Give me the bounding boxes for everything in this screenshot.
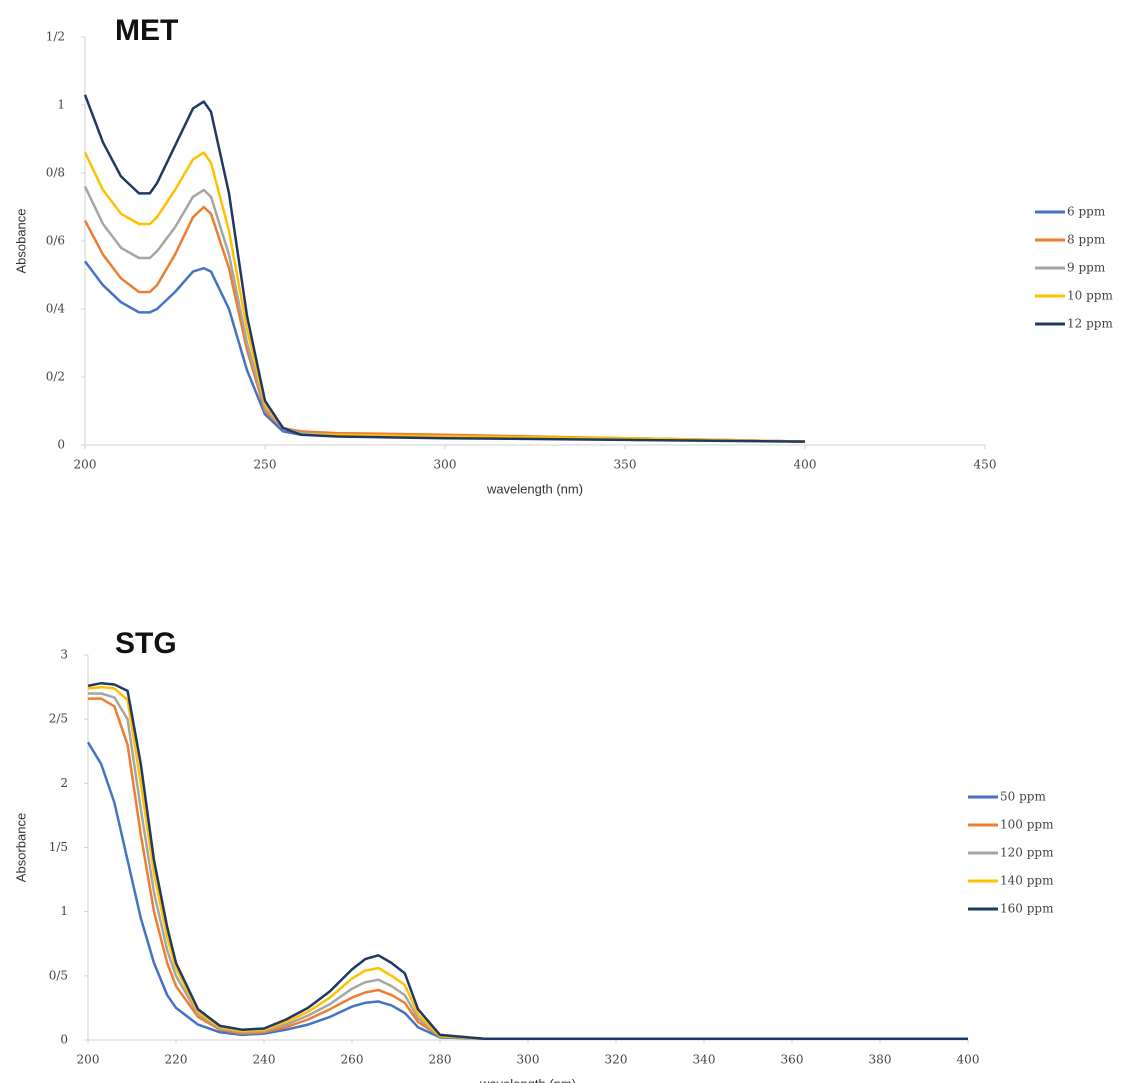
y-tick-label: 0/5 bbox=[49, 968, 68, 982]
legend-label: 100 ppm bbox=[1000, 818, 1054, 832]
y-tick-label: 2 bbox=[60, 776, 68, 790]
x-tick-label: 200 bbox=[74, 458, 97, 472]
legend-label: 140 ppm bbox=[1000, 874, 1054, 888]
y-tick-label: 1/5 bbox=[49, 840, 68, 854]
series-line bbox=[86, 741, 968, 1040]
y-tick-label: 1 bbox=[57, 98, 65, 112]
y-tick-label: 0/6 bbox=[46, 234, 65, 248]
y-tick-label: 3 bbox=[60, 648, 68, 662]
chart-title: MET bbox=[115, 14, 178, 47]
x-tick-label: 400 bbox=[957, 1053, 980, 1067]
chart-title: STG bbox=[115, 627, 177, 660]
x-tick-label: 200 bbox=[77, 1053, 100, 1067]
series-line bbox=[87, 685, 968, 1040]
x-tick-label: 250 bbox=[254, 458, 277, 472]
legend-label: 6 ppm bbox=[1067, 205, 1106, 219]
legend-label: 10 ppm bbox=[1067, 289, 1113, 303]
x-tick-label: 220 bbox=[165, 1053, 188, 1067]
x-axis-title: wavelength (nm) bbox=[479, 1076, 576, 1083]
x-tick-label: 240 bbox=[253, 1053, 276, 1067]
y-tick-label: 2/5 bbox=[49, 712, 68, 726]
x-tick-label: 280 bbox=[429, 1053, 452, 1067]
x-tick-label: 300 bbox=[517, 1053, 540, 1067]
legend-label: 160 ppm bbox=[1000, 902, 1054, 916]
x-tick-label: 300 bbox=[434, 458, 457, 472]
series-line bbox=[83, 186, 806, 443]
y-tick-label: 1/2 bbox=[46, 30, 65, 44]
y-tick-label: 0 bbox=[57, 438, 65, 452]
x-tick-label: 380 bbox=[869, 1053, 892, 1067]
x-tick-label: 360 bbox=[781, 1053, 804, 1067]
y-axis-title: Absorbance bbox=[13, 813, 28, 882]
x-tick-label: 450 bbox=[974, 458, 997, 472]
x-tick-label: 320 bbox=[605, 1053, 628, 1067]
legend-label: 120 ppm bbox=[1000, 846, 1054, 860]
y-tick-label: 0/8 bbox=[46, 166, 65, 180]
series-line bbox=[88, 697, 968, 1040]
series-line bbox=[84, 260, 806, 443]
x-tick-label: 340 bbox=[693, 1053, 716, 1067]
x-tick-label: 350 bbox=[614, 458, 637, 472]
legend-label: 50 ppm bbox=[1000, 790, 1046, 804]
legend-label: 12 ppm bbox=[1067, 317, 1113, 331]
legend-label: 9 ppm bbox=[1067, 261, 1106, 275]
y-tick-label: 0/4 bbox=[46, 302, 66, 316]
y-tick-label: 1 bbox=[60, 904, 68, 918]
x-tick-label: 260 bbox=[341, 1053, 364, 1067]
legend-label: 8 ppm bbox=[1067, 233, 1106, 247]
series-line bbox=[83, 205, 806, 443]
series-line bbox=[88, 692, 968, 1040]
y-tick-label: 0/2 bbox=[46, 370, 65, 384]
series-line bbox=[87, 681, 968, 1040]
series-line bbox=[83, 94, 806, 443]
x-axis-title: wavelength (nm) bbox=[486, 481, 583, 496]
x-tick-label: 400 bbox=[794, 458, 817, 472]
series-line bbox=[83, 151, 806, 443]
y-axis-title: Absobance bbox=[13, 208, 28, 273]
y-tick-label: 0 bbox=[60, 1033, 68, 1047]
